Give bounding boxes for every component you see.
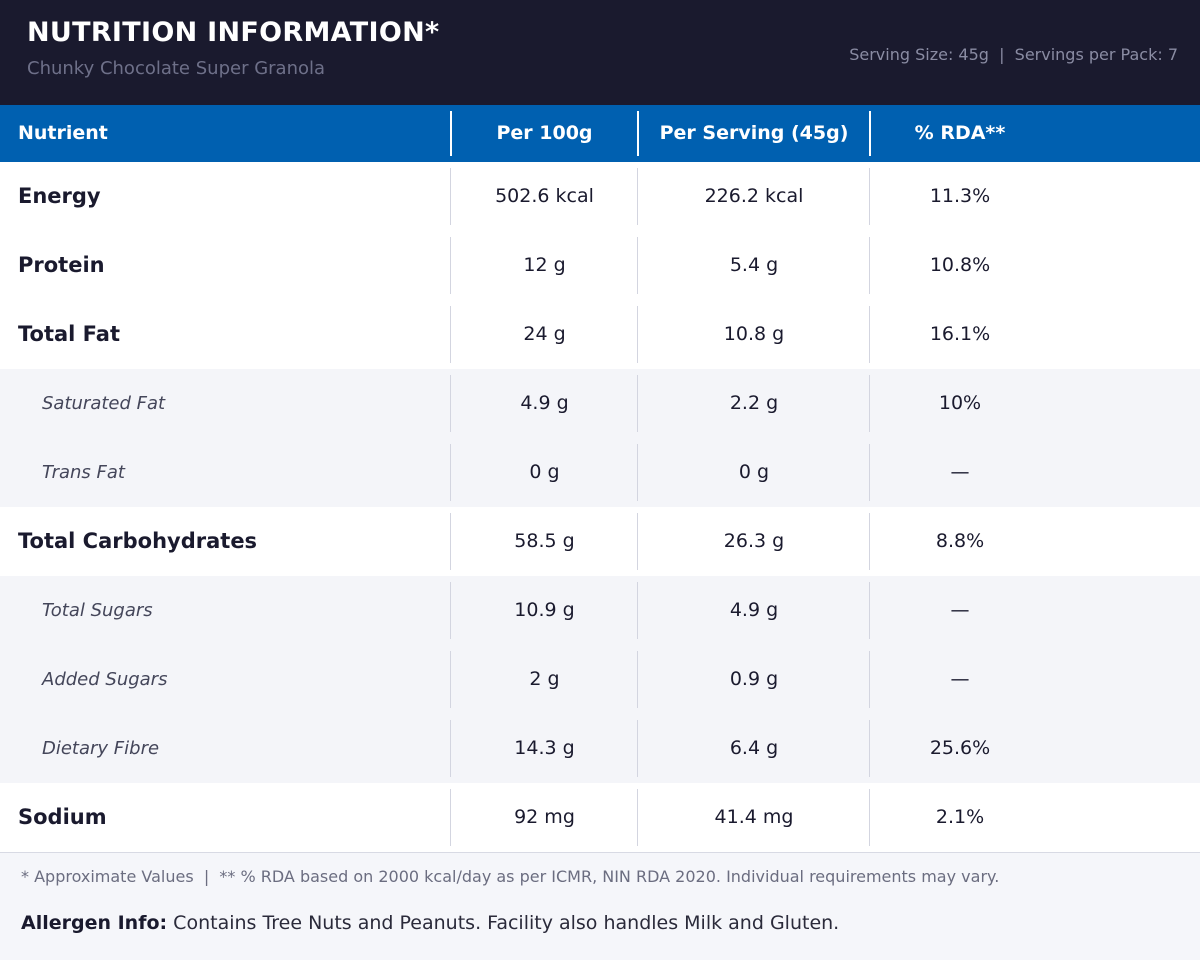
- column-divider: [450, 306, 451, 363]
- column-divider: [869, 375, 870, 432]
- column-divider: [637, 306, 638, 363]
- per-serving-value: 2.2 g: [729, 392, 779, 414]
- column-divider: [637, 651, 638, 708]
- allergen-label: Allergen Info:: [21, 912, 168, 934]
- nutrient-name: Trans Fat: [42, 462, 125, 483]
- column-header-rda: % RDA**: [914, 122, 1006, 144]
- rda-value: 11.3%: [929, 185, 991, 207]
- per-100g-value: 502.6 kcal: [495, 185, 594, 207]
- nutrient-name: Total Sugars: [42, 600, 153, 621]
- column-divider: [450, 582, 451, 639]
- footer-divider: [0, 852, 1200, 853]
- per-serving-value: 10.8 g: [723, 323, 785, 345]
- rda-value: 10%: [938, 392, 982, 414]
- column-header-per-100g: Per 100g: [496, 122, 593, 144]
- table-row: Trans Fat 0 g 0 g —: [0, 438, 1200, 507]
- per-100g-value: 4.9 g: [520, 392, 569, 414]
- nutrient-name: Protein: [18, 253, 105, 277]
- column-divider: [869, 513, 870, 570]
- per-serving-value: 6.4 g: [729, 737, 779, 759]
- column-divider: [450, 111, 452, 156]
- column-divider: [637, 237, 638, 294]
- table-row: Total Fat 24 g 10.8 g 16.1%: [0, 300, 1200, 369]
- nutrient-name: Dietary Fibre: [42, 738, 160, 759]
- column-divider: [450, 444, 451, 501]
- per-100g-value: 0 g: [529, 461, 560, 483]
- nutrient-name: Energy: [18, 184, 101, 208]
- table-row: Protein 12 g 5.4 g 10.8%: [0, 231, 1200, 300]
- column-header-per-serving: Per Serving (45g): [659, 122, 849, 144]
- rda-value: 25.6%: [929, 737, 991, 759]
- rda-value: 10.8%: [929, 254, 991, 276]
- per-serving-value: 0 g: [738, 461, 770, 483]
- column-divider: [450, 375, 451, 432]
- column-divider: [637, 111, 639, 156]
- column-header-nutrient: Nutrient: [18, 122, 108, 144]
- per-100g-value: 10.9 g: [514, 599, 575, 621]
- per-serving-value: 0.9 g: [729, 668, 779, 690]
- rda-value: —: [950, 461, 970, 483]
- table-row: Saturated Fat 4.9 g 2.2 g 10%: [0, 369, 1200, 438]
- nutrient-name: Total Carbohydrates: [18, 529, 258, 553]
- footnote: * Approximate Values | ** % RDA based on…: [21, 867, 1000, 886]
- column-divider: [869, 306, 870, 363]
- table-row: Energy 502.6 kcal 226.2 kcal 11.3%: [0, 162, 1200, 231]
- per-100g-value: 24 g: [523, 323, 566, 345]
- column-divider: [869, 651, 870, 708]
- serving-info: Serving Size: 45g | Servings per Pack: 7: [849, 45, 1178, 64]
- table-row: Added Sugars 2 g 0.9 g —: [0, 645, 1200, 714]
- per-100g-value: 14.3 g: [514, 737, 575, 759]
- column-divider: [869, 444, 870, 501]
- column-divider: [869, 720, 870, 777]
- per-serving-value: 226.2 kcal: [704, 185, 804, 207]
- per-100g-value: 92 mg: [514, 806, 575, 828]
- column-divider: [637, 444, 638, 501]
- per-serving-value: 4.9 g: [729, 599, 779, 621]
- nutrition-table-body: Energy 502.6 kcal 226.2 kcal 11.3% Protein 12…: [0, 162, 1200, 852]
- table-header: Nutrient Per 100g Per Serving (45g) % RD…: [0, 105, 1200, 162]
- column-divider: [637, 720, 638, 777]
- nutrient-name: Total Fat: [18, 322, 121, 346]
- column-divider: [637, 789, 638, 846]
- column-divider: [869, 582, 870, 639]
- rda-value: 2.1%: [935, 806, 985, 828]
- rda-value: 8.8%: [935, 530, 985, 552]
- rda-value: 16.1%: [929, 323, 991, 345]
- product-name: Chunky Chocolate Super Granola: [27, 58, 326, 79]
- column-divider: [637, 168, 638, 225]
- table-row: Total Carbohydrates 58.5 g 26.3 g 8.8%: [0, 507, 1200, 576]
- allergen-text: Contains Tree Nuts and Peanuts. Facility…: [167, 912, 840, 934]
- column-divider: [450, 720, 451, 777]
- rda-value: —: [950, 668, 970, 690]
- table-row: Sodium 92 mg 41.4 mg 2.1%: [0, 783, 1200, 852]
- nutrient-name: Saturated Fat: [42, 393, 166, 414]
- per-100g-value: 12 g: [523, 254, 566, 276]
- column-divider: [450, 237, 451, 294]
- column-divider: [869, 168, 870, 225]
- column-divider: [450, 651, 451, 708]
- column-divider: [869, 111, 871, 156]
- page-title: NUTRITION INFORMATION*: [27, 17, 440, 48]
- rda-value: —: [950, 599, 970, 621]
- per-100g-value: 58.5 g: [514, 530, 575, 552]
- table-row: Dietary Fibre 14.3 g 6.4 g 25.6%: [0, 714, 1200, 783]
- nutrient-name: Added Sugars: [42, 669, 168, 690]
- per-100g-value: 2 g: [529, 668, 560, 690]
- per-serving-value: 41.4 mg: [714, 806, 794, 828]
- column-divider: [637, 582, 638, 639]
- column-divider: [637, 513, 638, 570]
- column-divider: [869, 237, 870, 294]
- allergen-info: Allergen Info: Contains Tree Nuts and Pe…: [21, 912, 839, 934]
- column-divider: [637, 375, 638, 432]
- table-row: Total Sugars 10.9 g 4.9 g —: [0, 576, 1200, 645]
- column-divider: [450, 513, 451, 570]
- per-serving-value: 26.3 g: [723, 530, 785, 552]
- column-divider: [450, 168, 451, 225]
- column-divider: [869, 789, 870, 846]
- column-divider: [450, 789, 451, 846]
- per-serving-value: 5.4 g: [729, 254, 779, 276]
- nutrient-name: Sodium: [18, 805, 107, 829]
- header: NUTRITION INFORMATION* Chunky Chocolate …: [0, 0, 1200, 105]
